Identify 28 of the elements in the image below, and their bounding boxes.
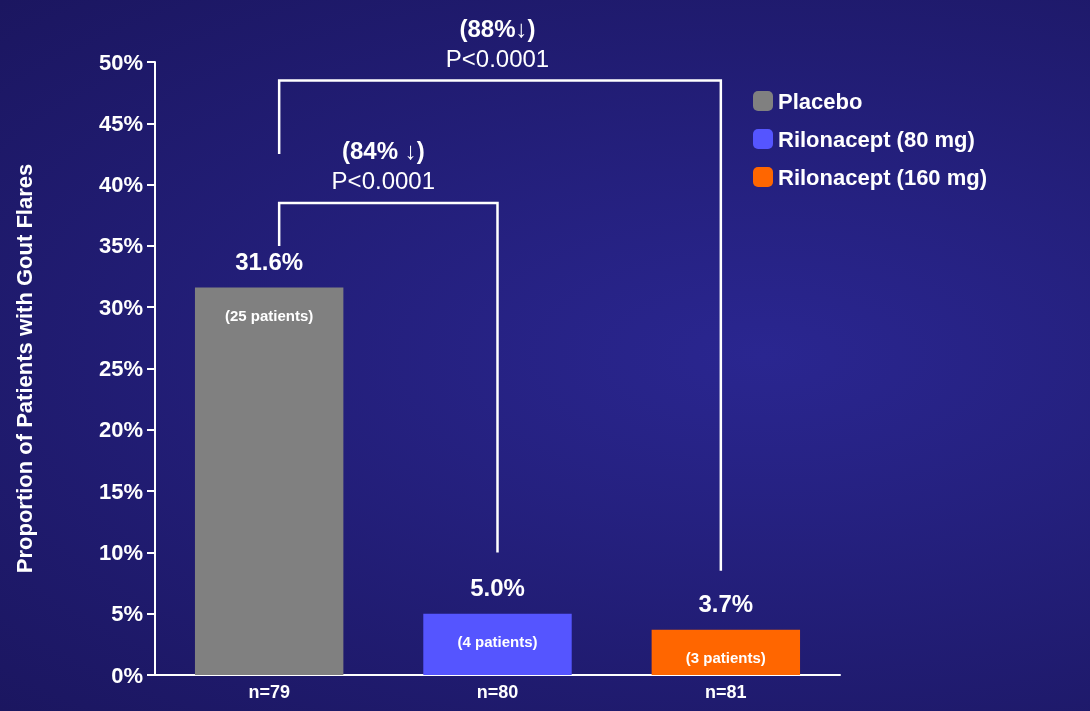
annotation: P<0.0001 xyxy=(445,44,550,72)
legend-label: Rilonacept (160 mg) xyxy=(778,164,988,190)
y-tick-label: 45% xyxy=(98,110,143,136)
y-tick-label: 15% xyxy=(98,478,143,504)
annotation: P<0.0001 xyxy=(331,167,436,195)
y-tick-label: 10% xyxy=(98,539,143,565)
x-tick-label: n=79 xyxy=(248,682,290,702)
y-tick-label: 35% xyxy=(98,233,143,259)
y-axis-title: Proportion of Patients with Gout Flares xyxy=(11,163,37,574)
y-tick-label: 0% xyxy=(111,662,143,688)
y-tick-label: 5% xyxy=(111,601,143,627)
y-tick-label: 50% xyxy=(98,49,143,75)
legend-label: Rilonacept (80 mg) xyxy=(778,126,975,152)
y-tick-label: 20% xyxy=(98,417,143,443)
annotation: (4 patients) xyxy=(457,633,538,651)
x-tick-label: n=80 xyxy=(476,682,519,702)
data-label: 3.7% xyxy=(698,590,754,618)
y-tick-label: 25% xyxy=(98,356,143,381)
data-label: 31.6% xyxy=(235,248,304,276)
annotation: (84% ↓) xyxy=(341,137,425,165)
data-label: 5.0% xyxy=(470,574,525,602)
text: (88%↓) xyxy=(459,14,536,42)
y-tick-label: 30% xyxy=(98,294,143,320)
annotation: (3 patients) xyxy=(685,649,766,667)
y-tick-label: 40% xyxy=(98,172,143,198)
legend-label: Placebo xyxy=(778,88,863,114)
annotation: (25 patients) xyxy=(224,307,314,325)
x-tick-label: n=81 xyxy=(705,682,747,702)
